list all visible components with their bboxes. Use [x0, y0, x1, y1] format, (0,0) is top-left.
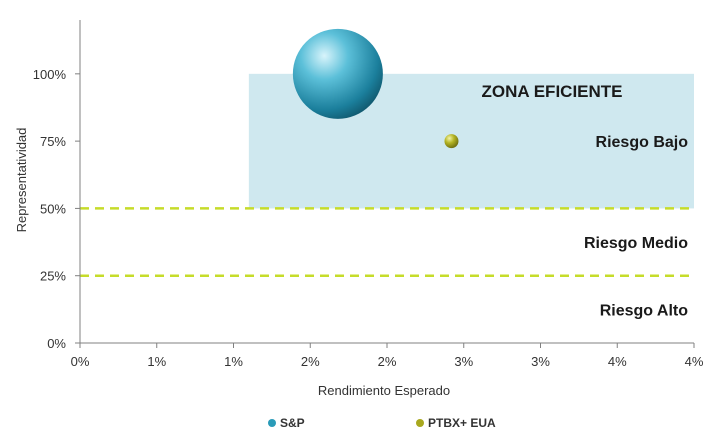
x-tick-label: 4% — [608, 354, 627, 369]
x-tick-label: 3% — [531, 354, 550, 369]
y-tick-label: 25% — [40, 269, 66, 284]
legend-label-sp: S&P — [280, 416, 305, 430]
x-tick-label: 0% — [71, 354, 90, 369]
x-tick-label: 4% — [685, 354, 703, 369]
x-tick-label: 3% — [454, 354, 473, 369]
efficient-zone-label: ZONA EFICIENTE — [481, 82, 622, 101]
legend-marker-ptbx — [416, 419, 424, 427]
x-tick-label: 2% — [378, 354, 397, 369]
data-point-sp — [292, 28, 383, 119]
x-tick-label: 1% — [147, 354, 166, 369]
y-axis-title: Representatividad — [14, 128, 29, 233]
x-tick-label: 1% — [224, 354, 243, 369]
legend: S&P PTBX+ EUA — [268, 416, 496, 430]
x-axis-title: Rendimiento Esperado — [318, 383, 450, 398]
y-tick-label: 75% — [40, 134, 66, 149]
y-tick-label: 50% — [40, 201, 66, 216]
risk-label: Riesgo Bajo — [596, 134, 689, 151]
legend-marker-sp — [268, 419, 276, 427]
y-tick-label: 100% — [33, 67, 67, 82]
risk-label: Riesgo Medio — [584, 235, 688, 252]
risk-label: Riesgo Alto — [600, 302, 689, 319]
legend-label-ptbx: PTBX+ EUA — [428, 416, 496, 430]
data-point-ptbx — [444, 134, 459, 149]
x-tick-label: 2% — [301, 354, 320, 369]
y-tick-label: 0% — [47, 336, 66, 351]
